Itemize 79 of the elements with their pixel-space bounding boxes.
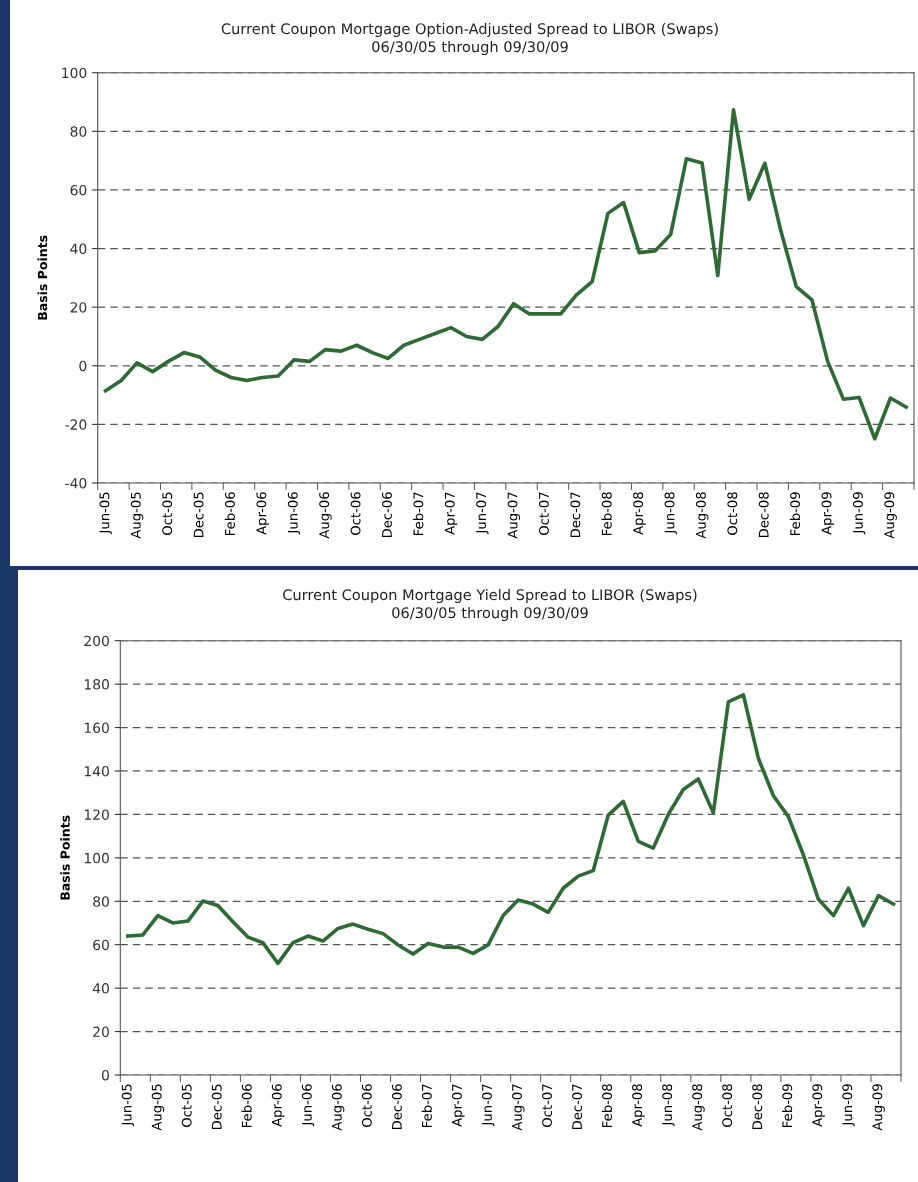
y-tick-label: 40 bbox=[92, 983, 109, 994]
x-tick-label: Aug-08 bbox=[692, 1084, 705, 1131]
y-tick-label: 80 bbox=[70, 126, 87, 137]
x-tick-label: Aug-06 bbox=[319, 492, 332, 539]
x-tick-label: Aug-06 bbox=[331, 1084, 345, 1131]
y-tick-label: 200 bbox=[84, 635, 109, 647]
y-tick-label: 160 bbox=[84, 722, 109, 734]
x-tick-label: Aug-05 bbox=[130, 492, 144, 539]
x-tick-label: Oct-06 bbox=[350, 492, 361, 535]
line-series bbox=[103, 108, 908, 441]
chart-subtitle: 06/30/05 through 09/30/09 bbox=[392, 606, 588, 622]
x-tick-label: Jun-05 bbox=[99, 492, 112, 535]
y-tick-label: 0 bbox=[79, 360, 87, 372]
y-tick-label: 140 bbox=[84, 765, 109, 777]
x-tick-label: Apr-07 bbox=[444, 492, 458, 535]
y-tick-label: -40 bbox=[65, 477, 87, 489]
x-tick-label: Dec-08 bbox=[758, 492, 769, 538]
x-tick-label: Dec-05 bbox=[211, 1084, 222, 1130]
x-tick-label: Oct-06 bbox=[361, 1084, 372, 1127]
x-tick-label: Apr-06 bbox=[256, 492, 269, 535]
x-tick-label: Oct-08 bbox=[727, 492, 738, 535]
x-tick-label: Dec-07 bbox=[570, 492, 581, 538]
y-tick-label: 100 bbox=[84, 852, 109, 864]
y-tick-label: 60 bbox=[70, 184, 87, 196]
y-tick-label: -20 bbox=[65, 419, 87, 430]
x-tick-label: Feb-07 bbox=[413, 492, 424, 535]
chart-title: Current Coupon Mortgage Option-Adjusted Spread to LIBOR (Swaps) bbox=[221, 22, 718, 38]
x-tick-label: Dec-06 bbox=[381, 492, 392, 538]
x-tick-label: Dec-08 bbox=[752, 1084, 763, 1130]
x-tick-label: Aug-07 bbox=[512, 1084, 525, 1131]
line-series bbox=[126, 692, 896, 966]
x-tick-label: Apr-08 bbox=[633, 492, 646, 535]
x-tick-label: Jun-07 bbox=[481, 1084, 495, 1127]
y-tick-label: 20 bbox=[70, 302, 87, 313]
x-tick-label: Feb-09 bbox=[782, 1084, 793, 1127]
x-tick-label: Aug-08 bbox=[695, 492, 709, 539]
x-tick-label: Oct-07 bbox=[538, 492, 549, 535]
x-tick-label: Jun-06 bbox=[301, 1084, 315, 1127]
x-tick-label: Oct-08 bbox=[722, 1084, 733, 1127]
x-tick-label: Apr-06 bbox=[271, 1084, 285, 1127]
y-tick-label: 100 bbox=[62, 67, 87, 79]
y-tick-label: 60 bbox=[93, 939, 109, 951]
x-tick-label: Jun-05 bbox=[121, 1084, 135, 1127]
x-tick-label: Aug-05 bbox=[151, 1084, 165, 1131]
x-tick-label: Feb-08 bbox=[601, 492, 612, 535]
y-tick-label: 180 bbox=[84, 679, 109, 690]
x-tick-label: Oct-05 bbox=[162, 492, 173, 535]
x-tick-label: Apr-09 bbox=[821, 492, 835, 535]
y-tick-label: 120 bbox=[84, 809, 109, 820]
x-tick-label: Aug-09 bbox=[872, 1084, 885, 1131]
y-axis-title: Basis Points bbox=[37, 235, 48, 320]
x-tick-label: Apr-07 bbox=[451, 1084, 465, 1127]
y-tick-label: 40 bbox=[70, 243, 87, 255]
x-tick-label: Feb-08 bbox=[601, 1084, 613, 1127]
x-tick-label: Apr-08 bbox=[632, 1084, 645, 1127]
x-tick-label: Dec-06 bbox=[391, 1084, 402, 1130]
x-tick-label: Feb-07 bbox=[421, 1084, 432, 1127]
x-tick-label: Dec-05 bbox=[193, 492, 204, 538]
x-tick-label: Jun-09 bbox=[842, 1084, 855, 1127]
x-tick-label: Jun-06 bbox=[287, 492, 301, 535]
y-tick-label: 80 bbox=[93, 896, 109, 907]
chart-title: Current Coupon Mortgage Yield Spread to LIBOR (Swaps) bbox=[283, 588, 697, 604]
x-tick-label: Feb-09 bbox=[789, 492, 801, 535]
x-tick-label: Jun-09 bbox=[852, 492, 866, 535]
x-tick-label: Aug-07 bbox=[507, 492, 521, 539]
y-tick-label: 20 bbox=[93, 1026, 109, 1038]
x-tick-label: Jun-08 bbox=[664, 492, 677, 535]
chart-subtitle: 06/30/05 through 09/30/09 bbox=[372, 40, 568, 56]
x-tick-label: Feb-06 bbox=[224, 492, 235, 535]
x-tick-label: Jun-07 bbox=[476, 492, 489, 535]
y-axis-title: Basis Points bbox=[60, 815, 70, 900]
x-tick-label: Oct-05 bbox=[181, 1084, 192, 1127]
x-tick-label: Jun-08 bbox=[662, 1084, 675, 1127]
x-tick-label: Oct-07 bbox=[542, 1084, 553, 1127]
x-tick-label: Aug-09 bbox=[884, 492, 897, 539]
x-tick-label: Feb-06 bbox=[241, 1084, 252, 1127]
x-tick-label: Dec-07 bbox=[572, 1084, 583, 1130]
x-tick-label: Apr-09 bbox=[812, 1084, 825, 1127]
y-tick-label: 0 bbox=[101, 1069, 109, 1081]
